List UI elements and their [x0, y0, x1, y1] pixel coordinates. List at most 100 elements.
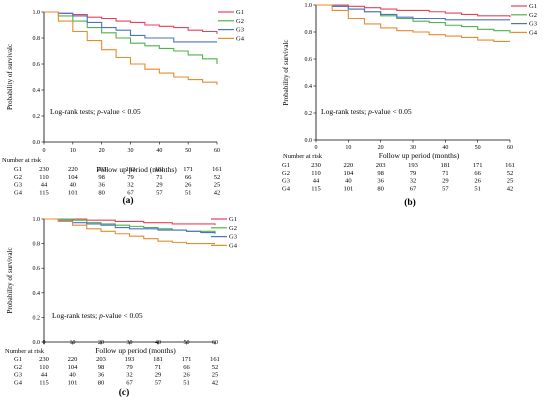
panel-caption: (c)	[119, 387, 130, 398]
risk-cell: 67	[126, 379, 133, 386]
risk-row-label: G3	[14, 182, 22, 189]
log-rank-annotation: Log-rank tests; p-value < 0.05	[52, 311, 143, 320]
risk-cell: 220	[343, 162, 353, 169]
risk-cell: 71	[442, 170, 449, 177]
legend-label-g2: G2	[229, 225, 237, 232]
risk-cell: 98	[98, 364, 105, 371]
risk-cell: 230	[311, 162, 321, 169]
x-tick-label: 10	[345, 145, 351, 151]
risk-cell: 203	[97, 166, 107, 173]
legend-label-g3: G3	[229, 234, 237, 241]
x-tick-label: 50	[184, 340, 190, 346]
chart-panel-c: 0.0 0.2 0.4 0.6 0.8 1.0 0 10 20 30 40 50 60 Probabili…	[5, 216, 238, 398]
chart-panel-a: 0.0 0.2 0.4 0.6 0.8 1.0 0 10 20 30 40 50 60 Probabili…	[2, 9, 245, 206]
risk-row-label: G3	[14, 372, 22, 379]
x-tick-label: 10	[70, 340, 76, 346]
risk-cell: 26	[183, 372, 190, 379]
y-tick-label: 0.6	[305, 57, 313, 63]
risk-cell: 220	[68, 166, 78, 173]
risk-row-label: G4	[14, 379, 23, 386]
log-rank-annotation: Log-rank tests; p-value < 0.05	[50, 107, 141, 116]
risk-cell: 44	[313, 178, 320, 185]
risk-cell: 29	[155, 372, 162, 379]
risk-cell: 32	[410, 178, 417, 185]
y-tick-label: 0.8	[305, 30, 313, 36]
risk-cell: 110	[39, 364, 49, 371]
risk-cell: 67	[410, 185, 417, 192]
x-tick-label: 40	[155, 340, 161, 346]
log-rank-annotation: Log-rank tests; p-value < 0.05	[321, 107, 412, 116]
risk-cell: 52	[212, 364, 219, 371]
risk-cell: 25	[214, 182, 221, 189]
risk-cell: 193	[126, 166, 136, 173]
risk-cell: 29	[156, 182, 163, 189]
risk-cell: 44	[41, 372, 48, 379]
risk-cell: 66	[474, 170, 481, 177]
y-axis-label: Probability of survivalc	[6, 44, 14, 110]
y-tick-label: 0.8	[33, 242, 41, 248]
risk-cell: 203	[96, 356, 106, 363]
risk-cell: 110	[311, 170, 321, 177]
risk-cell: 51	[474, 185, 481, 192]
y-tick-label: 1.0	[33, 10, 41, 16]
y-tick-label: 0.0	[33, 340, 41, 346]
risk-cell: 104	[343, 170, 354, 177]
risk-row-label: G2	[282, 170, 290, 177]
x-axis-label: Follow up period (months)	[379, 151, 460, 160]
y-tick-label: 0.0	[305, 138, 313, 144]
risk-row-label: G1	[14, 166, 22, 173]
x-tick-label: 10	[70, 148, 76, 154]
x-tick-label: 50	[185, 148, 191, 154]
series-line-g2	[44, 11, 218, 64]
y-tick-label: 1.0	[33, 217, 41, 223]
risk-cell: 115	[311, 185, 321, 192]
risk-cell: 80	[98, 189, 105, 196]
legend-label-g2: G2	[236, 18, 244, 25]
risk-cell: 44	[41, 182, 48, 189]
risk-cell: 171	[183, 166, 193, 173]
x-tick-label: 0	[43, 340, 46, 346]
legend-label-g3: G3	[236, 27, 244, 34]
legend-label-g4: G4	[229, 242, 238, 249]
risk-cell: 79	[410, 170, 417, 177]
risk-cell: 29	[442, 178, 449, 185]
risk-cell: 193	[125, 356, 135, 363]
risk-cell: 57	[155, 379, 162, 386]
risk-cell: 220	[68, 356, 78, 363]
x-tick-label: 30	[128, 148, 134, 154]
risk-cell: 36	[377, 178, 384, 185]
risk-cell: 104	[68, 364, 79, 371]
x-tick-label: 0	[43, 148, 46, 154]
risk-cell: 26	[474, 178, 481, 185]
risk-row-label: G2	[14, 174, 22, 181]
risk-cell: 26	[185, 182, 192, 189]
risk-cell: 80	[377, 185, 384, 192]
legend-label-g2: G2	[529, 12, 537, 19]
risk-cell: 181	[440, 162, 450, 169]
risk-cell: 115	[39, 379, 49, 386]
x-tick-label: 0	[315, 145, 318, 151]
y-tick-label: 0.2	[305, 111, 313, 117]
risk-cell: 40	[69, 372, 76, 379]
risk-table-title: Number at risk	[2, 157, 42, 164]
y-tick-label: 0.2	[33, 114, 41, 120]
risk-cell: 71	[155, 364, 162, 371]
risk-cell: 42	[212, 379, 219, 386]
risk-cell: 67	[127, 189, 134, 196]
risk-row-label: G1	[282, 162, 290, 169]
risk-cell: 80	[98, 379, 105, 386]
series-line-g4	[316, 4, 510, 42]
risk-cell: 42	[507, 185, 514, 192]
y-axis-label: Probability of survivalc	[282, 39, 290, 105]
risk-cell: 193	[408, 162, 418, 169]
risk-cell: 161	[210, 356, 220, 363]
series-line-g4	[44, 11, 218, 85]
x-tick-label: 20	[99, 148, 105, 154]
risk-cell: 101	[343, 185, 353, 192]
risk-cell: 42	[214, 189, 221, 196]
risk-cell: 110	[39, 174, 49, 181]
x-tick-label: 50	[475, 145, 481, 151]
x-tick-label: 30	[410, 145, 416, 151]
x-tick-label: 40	[156, 148, 162, 154]
risk-cell: 101	[68, 189, 78, 196]
